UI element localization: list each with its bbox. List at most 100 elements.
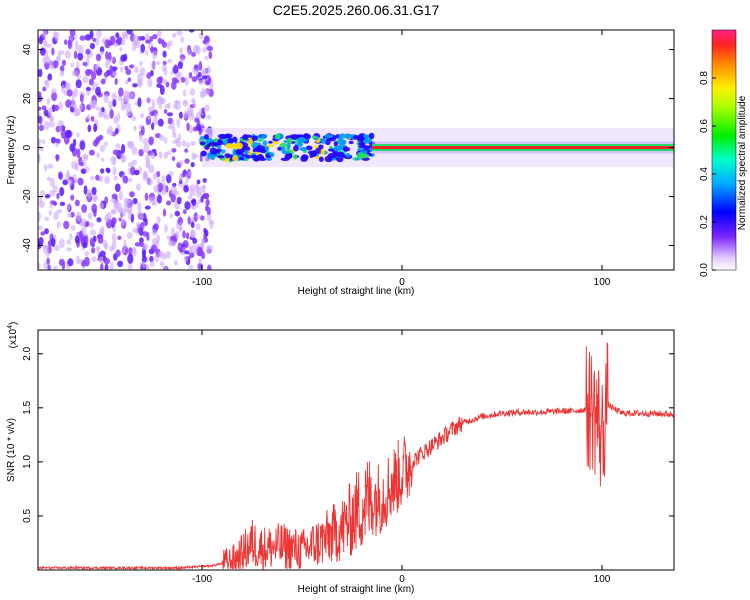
heatmap-cell [242,134,249,141]
heatmap-cell [103,114,110,120]
heatmap-cell [163,266,168,270]
heatmap-cell [324,134,334,139]
heatmap-cell [162,208,167,217]
spectrogram-y-tick-label: -20 [22,189,33,204]
heatmap-cell [125,102,132,108]
heatmap-cell [202,185,206,194]
heatmap-cell [153,223,159,231]
heatmap-cell [268,140,273,144]
snr-y-tick-label: 0.5 [22,509,33,523]
heatmap-cell [172,132,177,139]
heatmap-cell [91,256,97,262]
heatmap-cell [201,251,206,260]
heatmap-cell [142,243,149,251]
heatmap-cell [38,138,42,144]
spectrogram-x-tick-label: -100 [192,277,212,288]
heatmap-cell [93,123,98,133]
heatmap-cell [140,35,146,41]
heatmap-cell [179,159,184,166]
heatmap-cell [358,141,366,146]
heatmap-cell [195,45,201,55]
heatmap-cell [99,202,105,210]
heatmap-cell [191,76,198,83]
heatmap-cell [70,225,76,232]
heatmap-cell [149,47,157,52]
heatmap-cell [357,134,364,141]
heatmap-cell [170,193,176,203]
snr-x-tick-label: 0 [399,574,405,585]
heatmap-cell [190,230,195,238]
heatmap-cell [38,236,44,246]
heatmap-cell [104,39,111,49]
heatmap-cell [180,76,186,83]
heatmap-cell [195,214,202,219]
heatmap-cell [148,164,155,174]
heatmap-cell [79,140,86,151]
heatmap-cell [59,201,66,207]
heatmap-cell [186,122,190,131]
heatmap-cell [154,254,159,263]
heatmap-cell [100,168,105,174]
heatmap-cell [128,262,133,270]
heatmap-cell [69,30,76,37]
heatmap-cell [67,39,72,49]
heatmap-cell [66,238,72,246]
heatmap-cell [51,88,57,94]
heatmap-cell [38,111,41,118]
heatmap-cell [140,43,146,53]
heatmap-cell [174,210,181,217]
heatmap-cell [70,62,75,68]
heatmap-cell [46,176,52,182]
heatmap-cell [109,35,116,46]
heatmap-cell [238,156,244,161]
heatmap-cell [42,30,47,38]
heatmap-cell [127,77,132,82]
heatmap-cell [95,106,101,111]
heatmap-cell [99,250,106,258]
heatmap-cell [66,169,70,178]
heatmap-cell [190,140,196,146]
heatmap-cell [189,187,193,198]
heatmap-cell [162,50,167,58]
heatmap-cell [152,49,158,60]
heatmap-cell [82,75,89,84]
heatmap-cell [98,175,104,182]
heatmap-cell [114,183,121,192]
heatmap-cell [94,64,99,71]
heatmap-cell [113,42,119,47]
heatmap-cell [54,31,60,42]
heatmap-cell [106,168,111,174]
heatmap-cell [193,64,199,70]
heatmap-cell [146,72,152,79]
heatmap-cell [50,238,56,247]
heatmap-cell [145,39,151,44]
heatmap-cell [191,198,197,207]
heatmap-cell [272,140,280,145]
colorbar-ticks: 0.0 0.2 0.4 0.6 0.8 [699,71,716,277]
heatmap-cell [184,158,190,164]
heatmap-cell [299,146,308,152]
heatmap-cell [168,170,174,176]
heatmap-cell [91,71,97,80]
heatmap-cell [179,222,183,231]
heatmap-cell [112,99,117,107]
heatmap-cell [38,262,41,269]
heatmap-cell [111,232,117,243]
heatmap-cell [156,30,163,37]
heatmap-cell [231,136,238,143]
heatmap-cell [241,145,251,153]
heatmap-cell [184,148,189,153]
heatmap-cell [297,137,306,143]
heatmap-cell [201,107,205,114]
heatmap-cell [49,177,56,188]
heatmap-cell [277,146,283,151]
heatmap-cell [110,155,117,165]
heatmap-cell [139,60,143,67]
heatmap-cell [96,152,100,159]
heatmap-cell [110,209,116,215]
heatmap-cell [100,263,104,270]
heatmap-cell [368,132,375,140]
heatmap-cell [182,89,187,97]
heatmap-cell [190,161,195,168]
heatmap-cell [96,30,102,39]
